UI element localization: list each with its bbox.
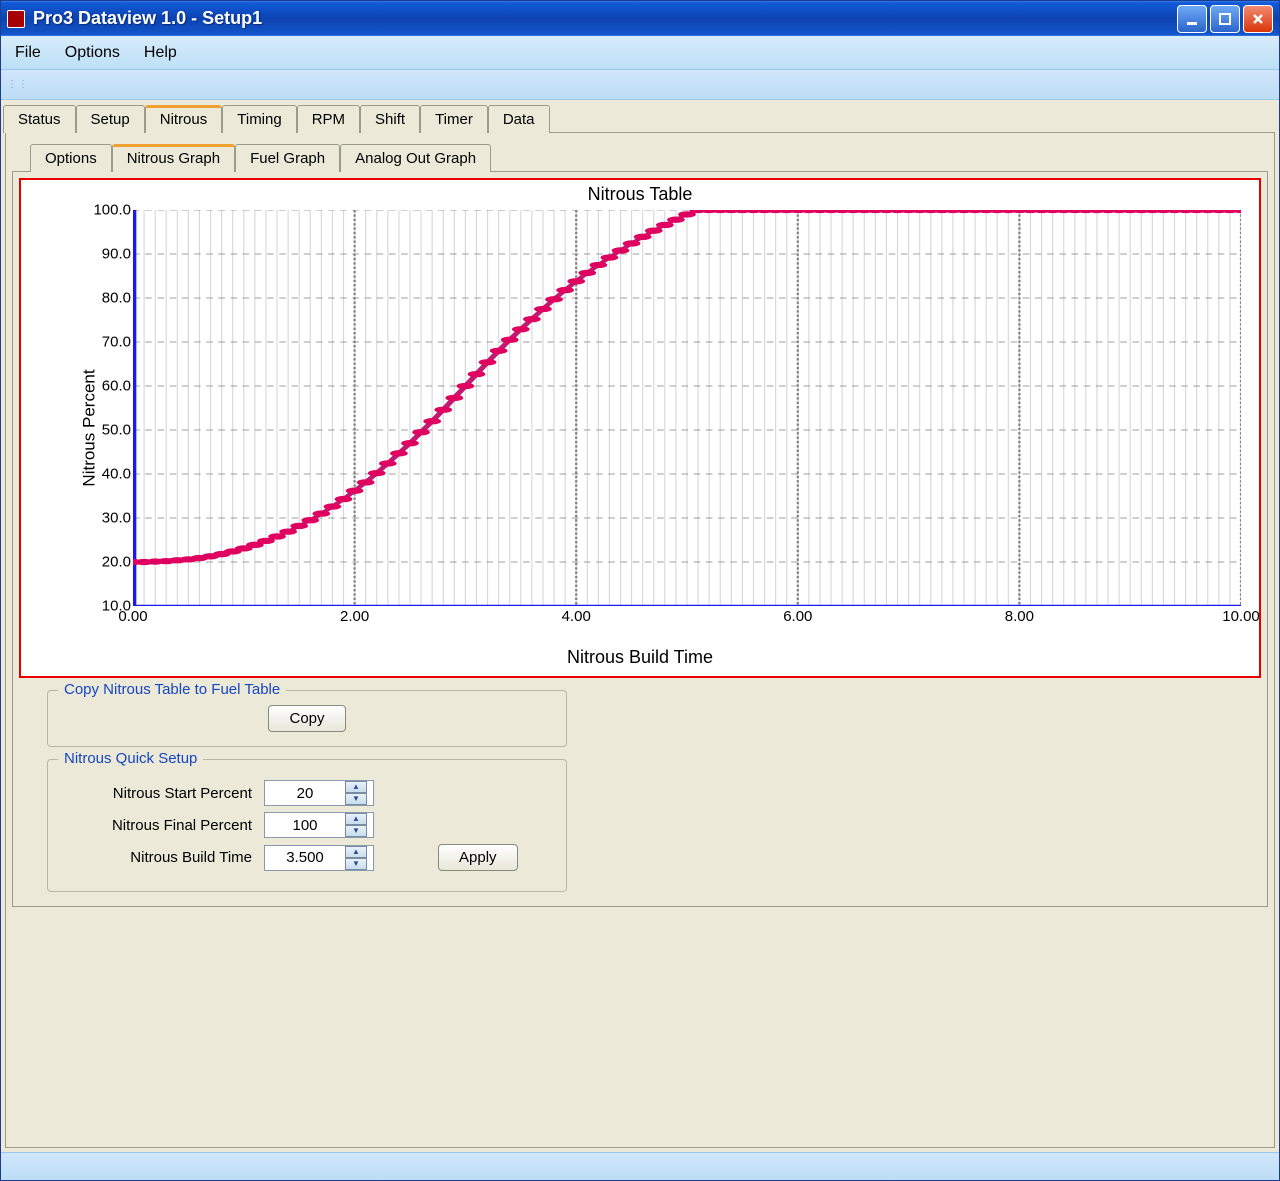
sub-tab-body: Nitrous Table Nitrous Percent Nitrous Bu… — [12, 171, 1268, 907]
tab-status[interactable]: Status — [3, 105, 76, 133]
menubar: File Options Help — [1, 36, 1279, 70]
start-percent-label: Nitrous Start Percent — [62, 785, 252, 802]
spin-down-icon[interactable]: ▼ — [345, 858, 367, 870]
toolbar-grip-icon[interactable]: ⋮⋮ — [7, 79, 29, 90]
tab-data[interactable]: Data — [488, 105, 550, 133]
spin-down-icon[interactable]: ▼ — [345, 793, 367, 805]
build-time-input[interactable] — [265, 846, 345, 870]
build-time-label: Nitrous Build Time — [62, 849, 252, 866]
y-tick: 70.0 — [102, 333, 131, 350]
subtab-nitrous-graph[interactable]: Nitrous Graph — [112, 144, 235, 172]
y-tick: 60.0 — [102, 378, 131, 395]
start-percent-spinner[interactable]: ▲▼ — [264, 780, 374, 806]
x-tick: 6.00 — [783, 608, 812, 625]
menu-file[interactable]: File — [15, 44, 41, 62]
final-percent-spinner[interactable]: ▲▼ — [264, 812, 374, 838]
tab-nitrous[interactable]: Nitrous — [145, 105, 223, 133]
y-tick: 30.0 — [102, 510, 131, 527]
spin-up-icon[interactable]: ▲ — [345, 846, 367, 858]
copy-groupbox: Copy Nitrous Table to Fuel Table Copy — [47, 690, 567, 747]
build-time-spinner[interactable]: ▲▼ — [264, 845, 374, 871]
toolbar: ⋮⋮ — [1, 70, 1279, 100]
spin-up-icon[interactable]: ▲ — [345, 813, 367, 825]
minimize-button[interactable] — [1177, 5, 1207, 33]
chart-xlabel: Nitrous Build Time — [21, 647, 1259, 668]
window-title: Pro3 Dataview 1.0 - Setup1 — [33, 8, 1177, 29]
y-tick: 50.0 — [102, 422, 131, 439]
tab-setup[interactable]: Setup — [76, 105, 145, 133]
x-tick: 10.00 — [1222, 608, 1260, 625]
y-tick-labels: 10.020.030.040.050.060.070.080.090.0100.… — [85, 210, 135, 606]
quick-setup-groupbox: Nitrous Quick Setup Nitrous Start Percen… — [47, 759, 567, 892]
y-tick: 90.0 — [102, 246, 131, 263]
chart-plot-area — [133, 210, 1241, 606]
tab-timer[interactable]: Timer — [420, 105, 488, 133]
copy-button[interactable]: Copy — [268, 705, 345, 732]
final-percent-input[interactable] — [265, 813, 345, 837]
content-area: StatusSetupNitrousTimingRPMShiftTimerDat… — [1, 100, 1279, 1152]
tab-shift[interactable]: Shift — [360, 105, 420, 133]
titlebar[interactable]: Pro3 Dataview 1.0 - Setup1 — [1, 1, 1279, 36]
nitrous-chart: Nitrous Table Nitrous Percent Nitrous Bu… — [19, 178, 1261, 678]
status-bar — [1, 1152, 1279, 1180]
subtab-fuel-graph[interactable]: Fuel Graph — [235, 144, 340, 172]
app-window: Pro3 Dataview 1.0 - Setup1 File Options … — [0, 0, 1280, 1181]
x-tick: 0.00 — [118, 608, 147, 625]
build-time-row: Nitrous Build Time ▲▼ Apply — [62, 844, 552, 871]
menu-help[interactable]: Help — [144, 44, 177, 62]
main-tab-body: OptionsNitrous GraphFuel GraphAnalog Out… — [5, 132, 1275, 1148]
tab-rpm[interactable]: RPM — [297, 105, 360, 133]
maximize-button[interactable] — [1210, 5, 1240, 33]
start-percent-row: Nitrous Start Percent ▲▼ — [62, 780, 552, 806]
y-tick: 40.0 — [102, 465, 131, 482]
x-tick: 8.00 — [1005, 608, 1034, 625]
subtab-options[interactable]: Options — [30, 144, 112, 172]
quick-setup-legend: Nitrous Quick Setup — [58, 750, 203, 767]
final-percent-row: Nitrous Final Percent ▲▼ — [62, 812, 552, 838]
x-tick-labels: 0.002.004.006.008.0010.00 — [133, 608, 1241, 632]
spin-up-icon[interactable]: ▲ — [345, 781, 367, 793]
chart-title: Nitrous Table — [21, 180, 1259, 205]
tab-timing[interactable]: Timing — [222, 105, 296, 133]
y-tick: 80.0 — [102, 290, 131, 307]
spin-down-icon[interactable]: ▼ — [345, 825, 367, 837]
sub-tabstrip: OptionsNitrous GraphFuel GraphAnalog Out… — [30, 143, 1268, 171]
subtab-analog-out-graph[interactable]: Analog Out Graph — [340, 144, 491, 172]
menu-options[interactable]: Options — [65, 44, 120, 62]
window-controls — [1177, 5, 1273, 33]
x-tick: 4.00 — [562, 608, 591, 625]
copy-group-legend: Copy Nitrous Table to Fuel Table — [58, 681, 286, 698]
app-icon — [7, 10, 25, 28]
apply-button[interactable]: Apply — [438, 844, 518, 871]
start-percent-input[interactable] — [265, 781, 345, 805]
main-tabstrip: StatusSetupNitrousTimingRPMShiftTimerDat… — [3, 104, 1279, 132]
y-tick: 100.0 — [93, 202, 131, 219]
close-button[interactable] — [1243, 5, 1273, 33]
y-tick: 20.0 — [102, 554, 131, 571]
x-tick: 2.00 — [340, 608, 369, 625]
final-percent-label: Nitrous Final Percent — [62, 817, 252, 834]
